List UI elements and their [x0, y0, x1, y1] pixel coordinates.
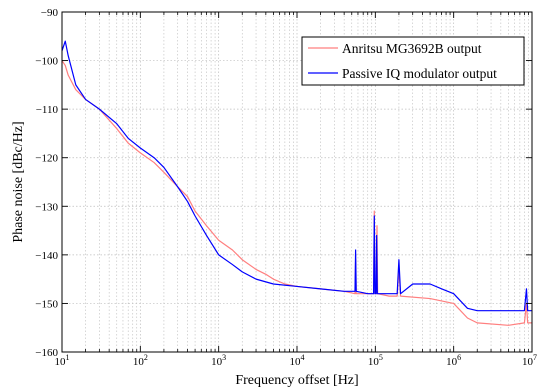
x-tick-label-base: 10 [133, 356, 145, 368]
x-tick-label-base: 10 [368, 356, 380, 368]
y-tick-label: −100 [35, 56, 58, 68]
x-tick-label: 105 [368, 353, 383, 368]
x-tick-label-base: 10 [446, 356, 458, 368]
y-axis-label: Phase noise [dBc/Hz] [11, 121, 26, 242]
y-tick-label: −130 [35, 201, 58, 213]
x-tick-label-exponent: 6 [457, 353, 461, 362]
legend-label-anritsu: Anritsu MG3692B output [342, 41, 482, 56]
x-tick-label-exponent: 4 [301, 353, 305, 362]
x-tick-label: 106 [446, 353, 461, 368]
x-tick-label-base: 10 [211, 356, 223, 368]
legend-box [301, 36, 525, 86]
series-group [61, 40, 532, 326]
x-tick-label: 101 [55, 353, 70, 368]
x-tick-label-exponent: 7 [533, 353, 537, 362]
x-axis-label: Frequency offset [Hz] [235, 373, 358, 388]
x-tick-label: 104 [290, 353, 305, 368]
y-tick-label: −90 [41, 7, 59, 19]
y-tick-labels: −90 −100 −110 −120 −130 −140 −150 −160 [35, 7, 58, 359]
x-tick-label-base: 10 [290, 356, 302, 368]
y-tick-label: −120 [35, 153, 58, 165]
x-tick-label: 102 [133, 353, 148, 368]
series-line-1 [61, 40, 532, 312]
x-tick-label-base: 10 [522, 356, 534, 368]
y-tick-label: −150 [35, 298, 58, 310]
y-tick-label: −110 [36, 104, 59, 116]
x-tick-label-base: 10 [55, 356, 67, 368]
x-tick-label: 107 [522, 353, 537, 368]
x-tick-label-exponent: 1 [66, 353, 70, 362]
x-tick-label-exponent: 5 [379, 353, 383, 362]
x-tick-label: 103 [211, 353, 226, 368]
x-tick-label-exponent: 2 [144, 353, 148, 362]
x-tick-label-exponent: 3 [222, 353, 226, 362]
x-tick-labels: 101 102 103 104 105 106 107 [55, 353, 538, 368]
y-tick-label: −140 [35, 250, 58, 262]
y-tick-label: −160 [35, 347, 58, 359]
legend-label-passive-iq: Passive IQ modulator output [342, 66, 497, 81]
ticks [61, 11, 533, 353]
legend: Anritsu MG3692B output Passive IQ modula… [301, 36, 525, 86]
